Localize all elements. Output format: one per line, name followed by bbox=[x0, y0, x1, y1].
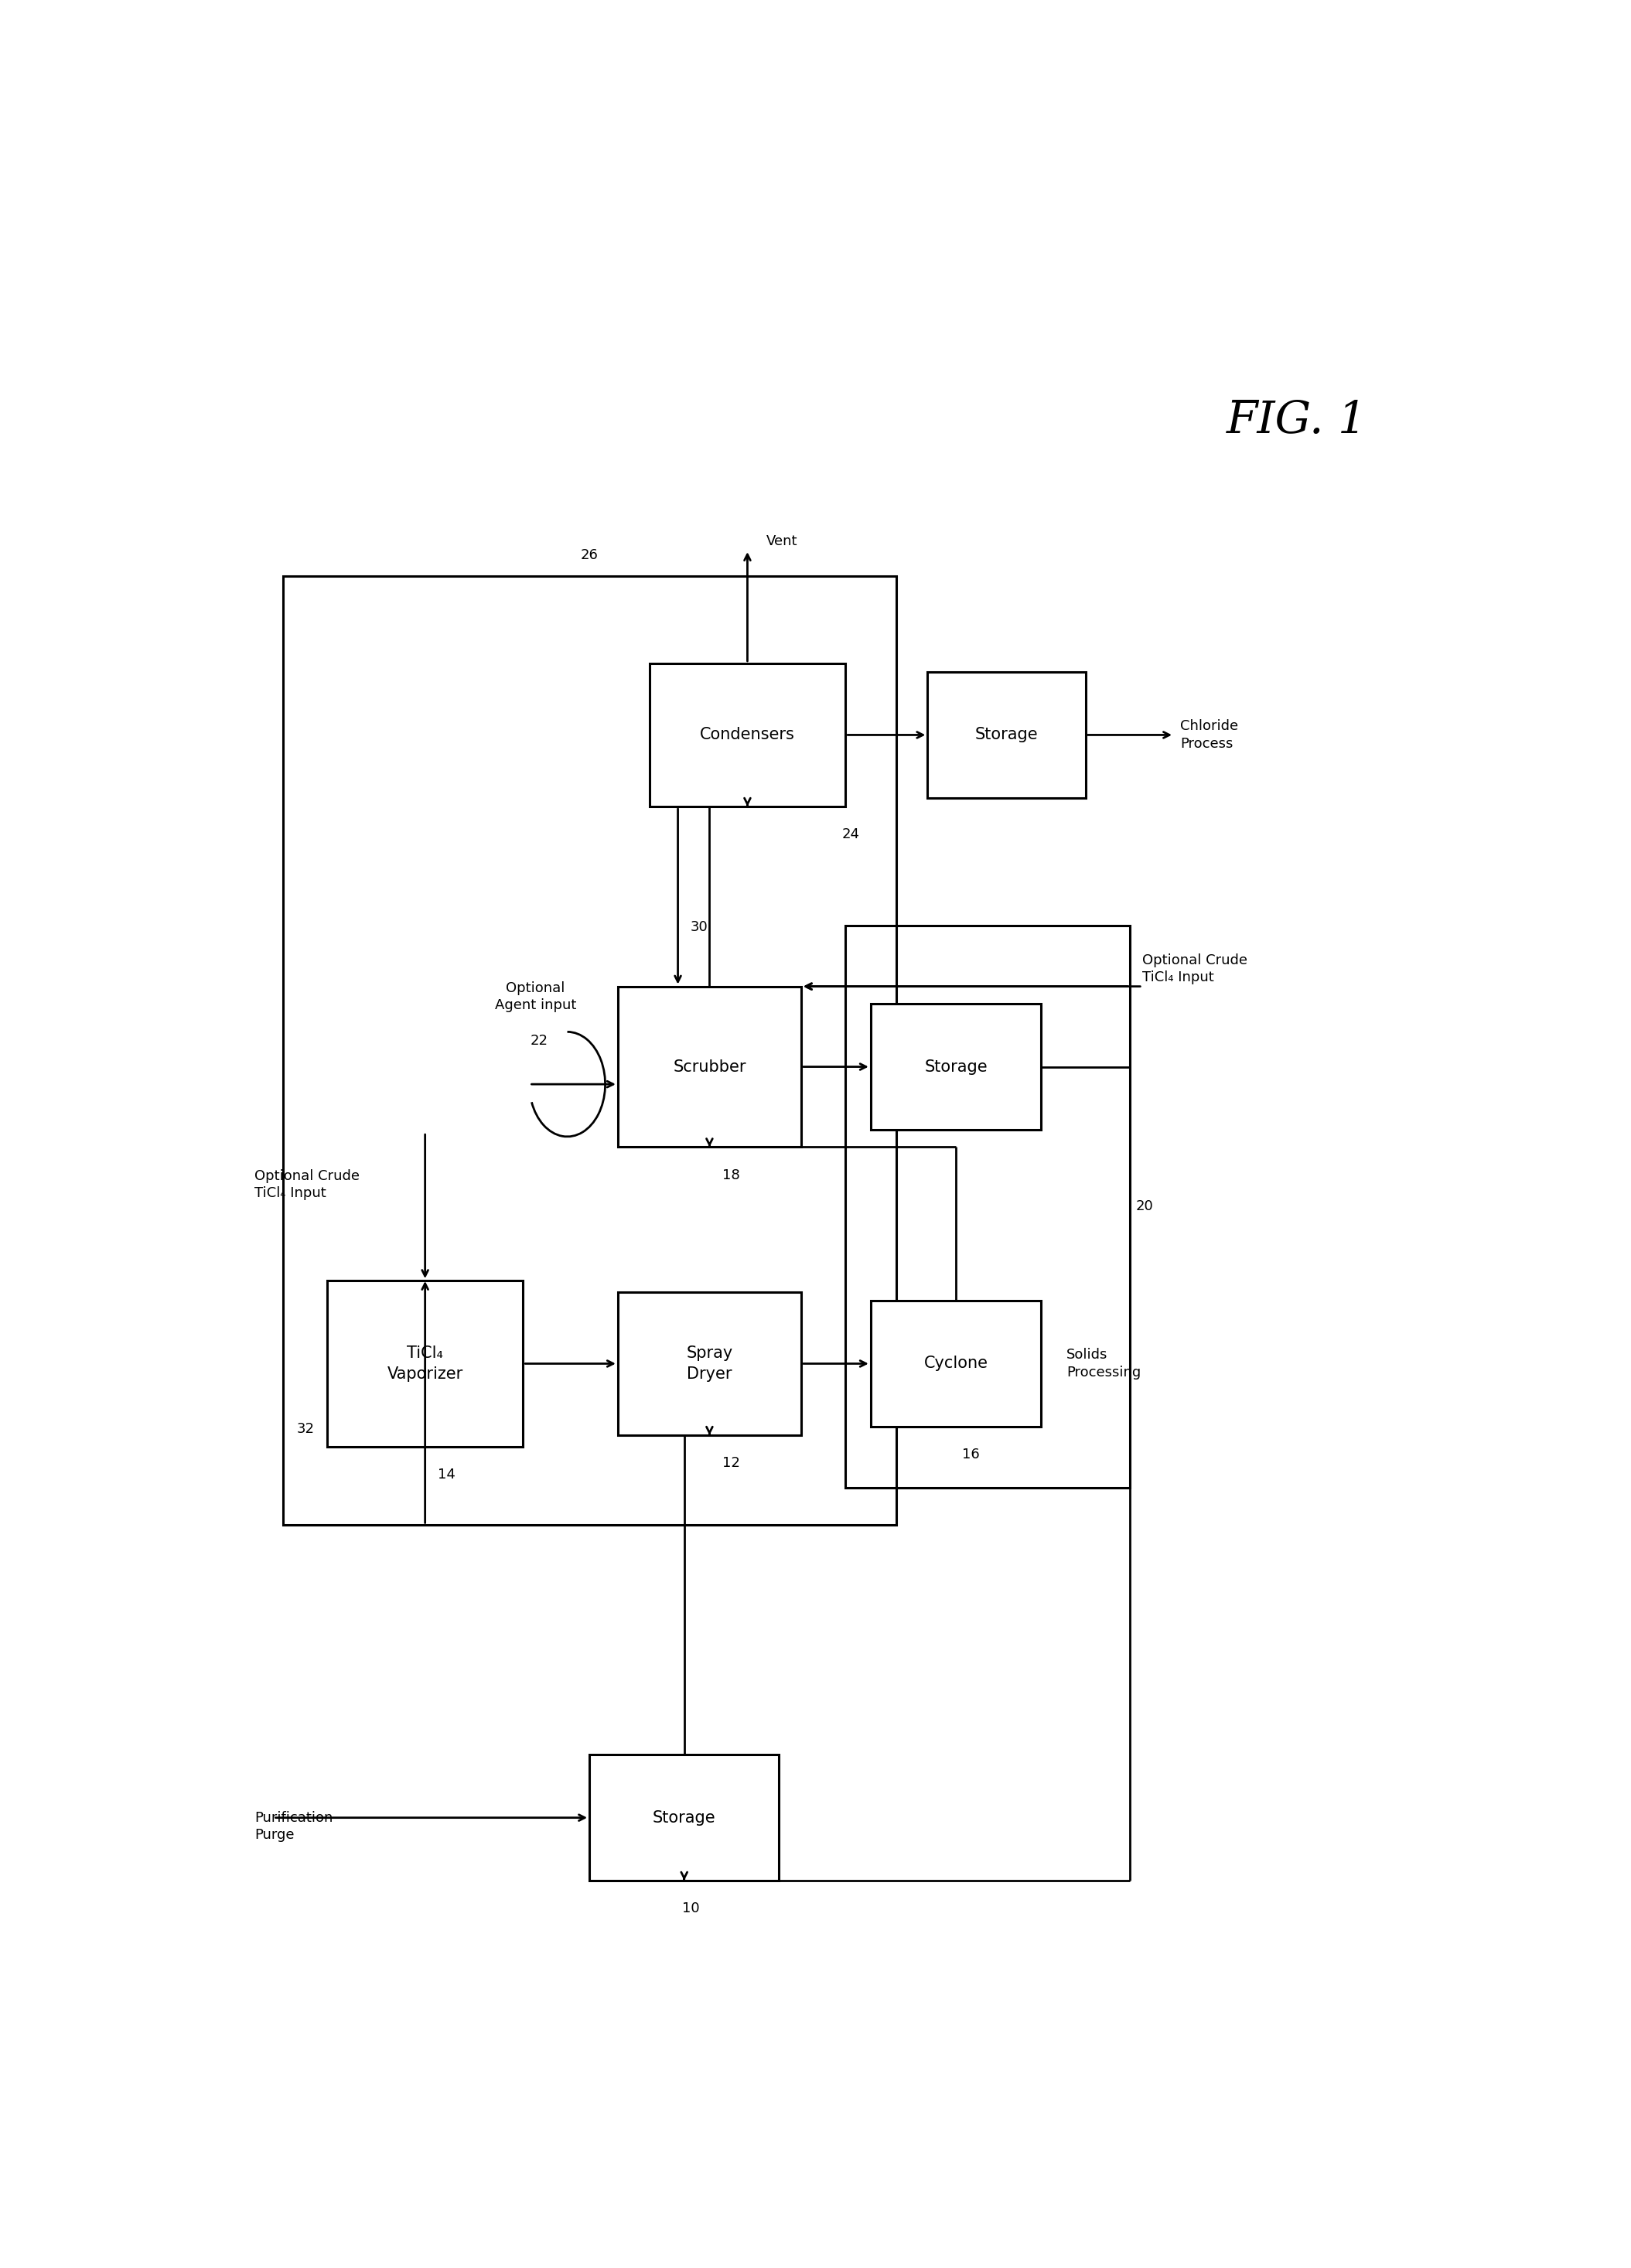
Text: Cyclone: Cyclone bbox=[923, 1356, 988, 1372]
Text: Optional Crude
TiCl₄ Input: Optional Crude TiCl₄ Input bbox=[254, 1168, 359, 1200]
Bar bbox=[649, 662, 845, 807]
Text: 26: 26 bbox=[581, 549, 599, 562]
Bar bbox=[618, 1293, 801, 1436]
Bar bbox=[618, 987, 801, 1148]
Bar bbox=[589, 1755, 780, 1880]
Bar bbox=[871, 1005, 1041, 1129]
Text: 16: 16 bbox=[962, 1447, 980, 1461]
Text: Storage: Storage bbox=[652, 1810, 716, 1826]
Text: Optional
Agent input: Optional Agent input bbox=[494, 982, 576, 1012]
Text: 32: 32 bbox=[297, 1422, 315, 1436]
Text: Optional Crude
TiCl₄ Input: Optional Crude TiCl₄ Input bbox=[1142, 953, 1248, 984]
Text: 22: 22 bbox=[530, 1034, 548, 1048]
Text: Storage: Storage bbox=[925, 1059, 987, 1075]
Text: Condensers: Condensers bbox=[700, 728, 794, 742]
Text: Storage: Storage bbox=[975, 728, 1037, 742]
Text: Chloride
Process: Chloride Process bbox=[1181, 719, 1238, 751]
Text: 10: 10 bbox=[682, 1901, 700, 1916]
Text: Vent: Vent bbox=[767, 535, 798, 549]
Text: TiCl₄
Vaporizer: TiCl₄ Vaporizer bbox=[387, 1345, 463, 1381]
Text: 24: 24 bbox=[842, 828, 860, 841]
Text: 20: 20 bbox=[1137, 1200, 1153, 1213]
Text: Spray
Dryer: Spray Dryer bbox=[687, 1345, 732, 1381]
Bar bbox=[282, 576, 895, 1524]
Text: 30: 30 bbox=[690, 921, 708, 934]
Text: 14: 14 bbox=[437, 1467, 455, 1481]
Bar bbox=[928, 671, 1086, 798]
Bar bbox=[845, 925, 1130, 1488]
Text: 18: 18 bbox=[723, 1168, 740, 1182]
Bar bbox=[328, 1281, 524, 1447]
Text: Purification
Purge: Purification Purge bbox=[254, 1810, 333, 1842]
Text: Solids
Processing: Solids Processing bbox=[1067, 1347, 1142, 1379]
Text: FIG. 1: FIG. 1 bbox=[1227, 399, 1368, 442]
Bar bbox=[871, 1302, 1041, 1427]
Text: Scrubber: Scrubber bbox=[674, 1059, 745, 1075]
Text: 12: 12 bbox=[723, 1456, 740, 1470]
